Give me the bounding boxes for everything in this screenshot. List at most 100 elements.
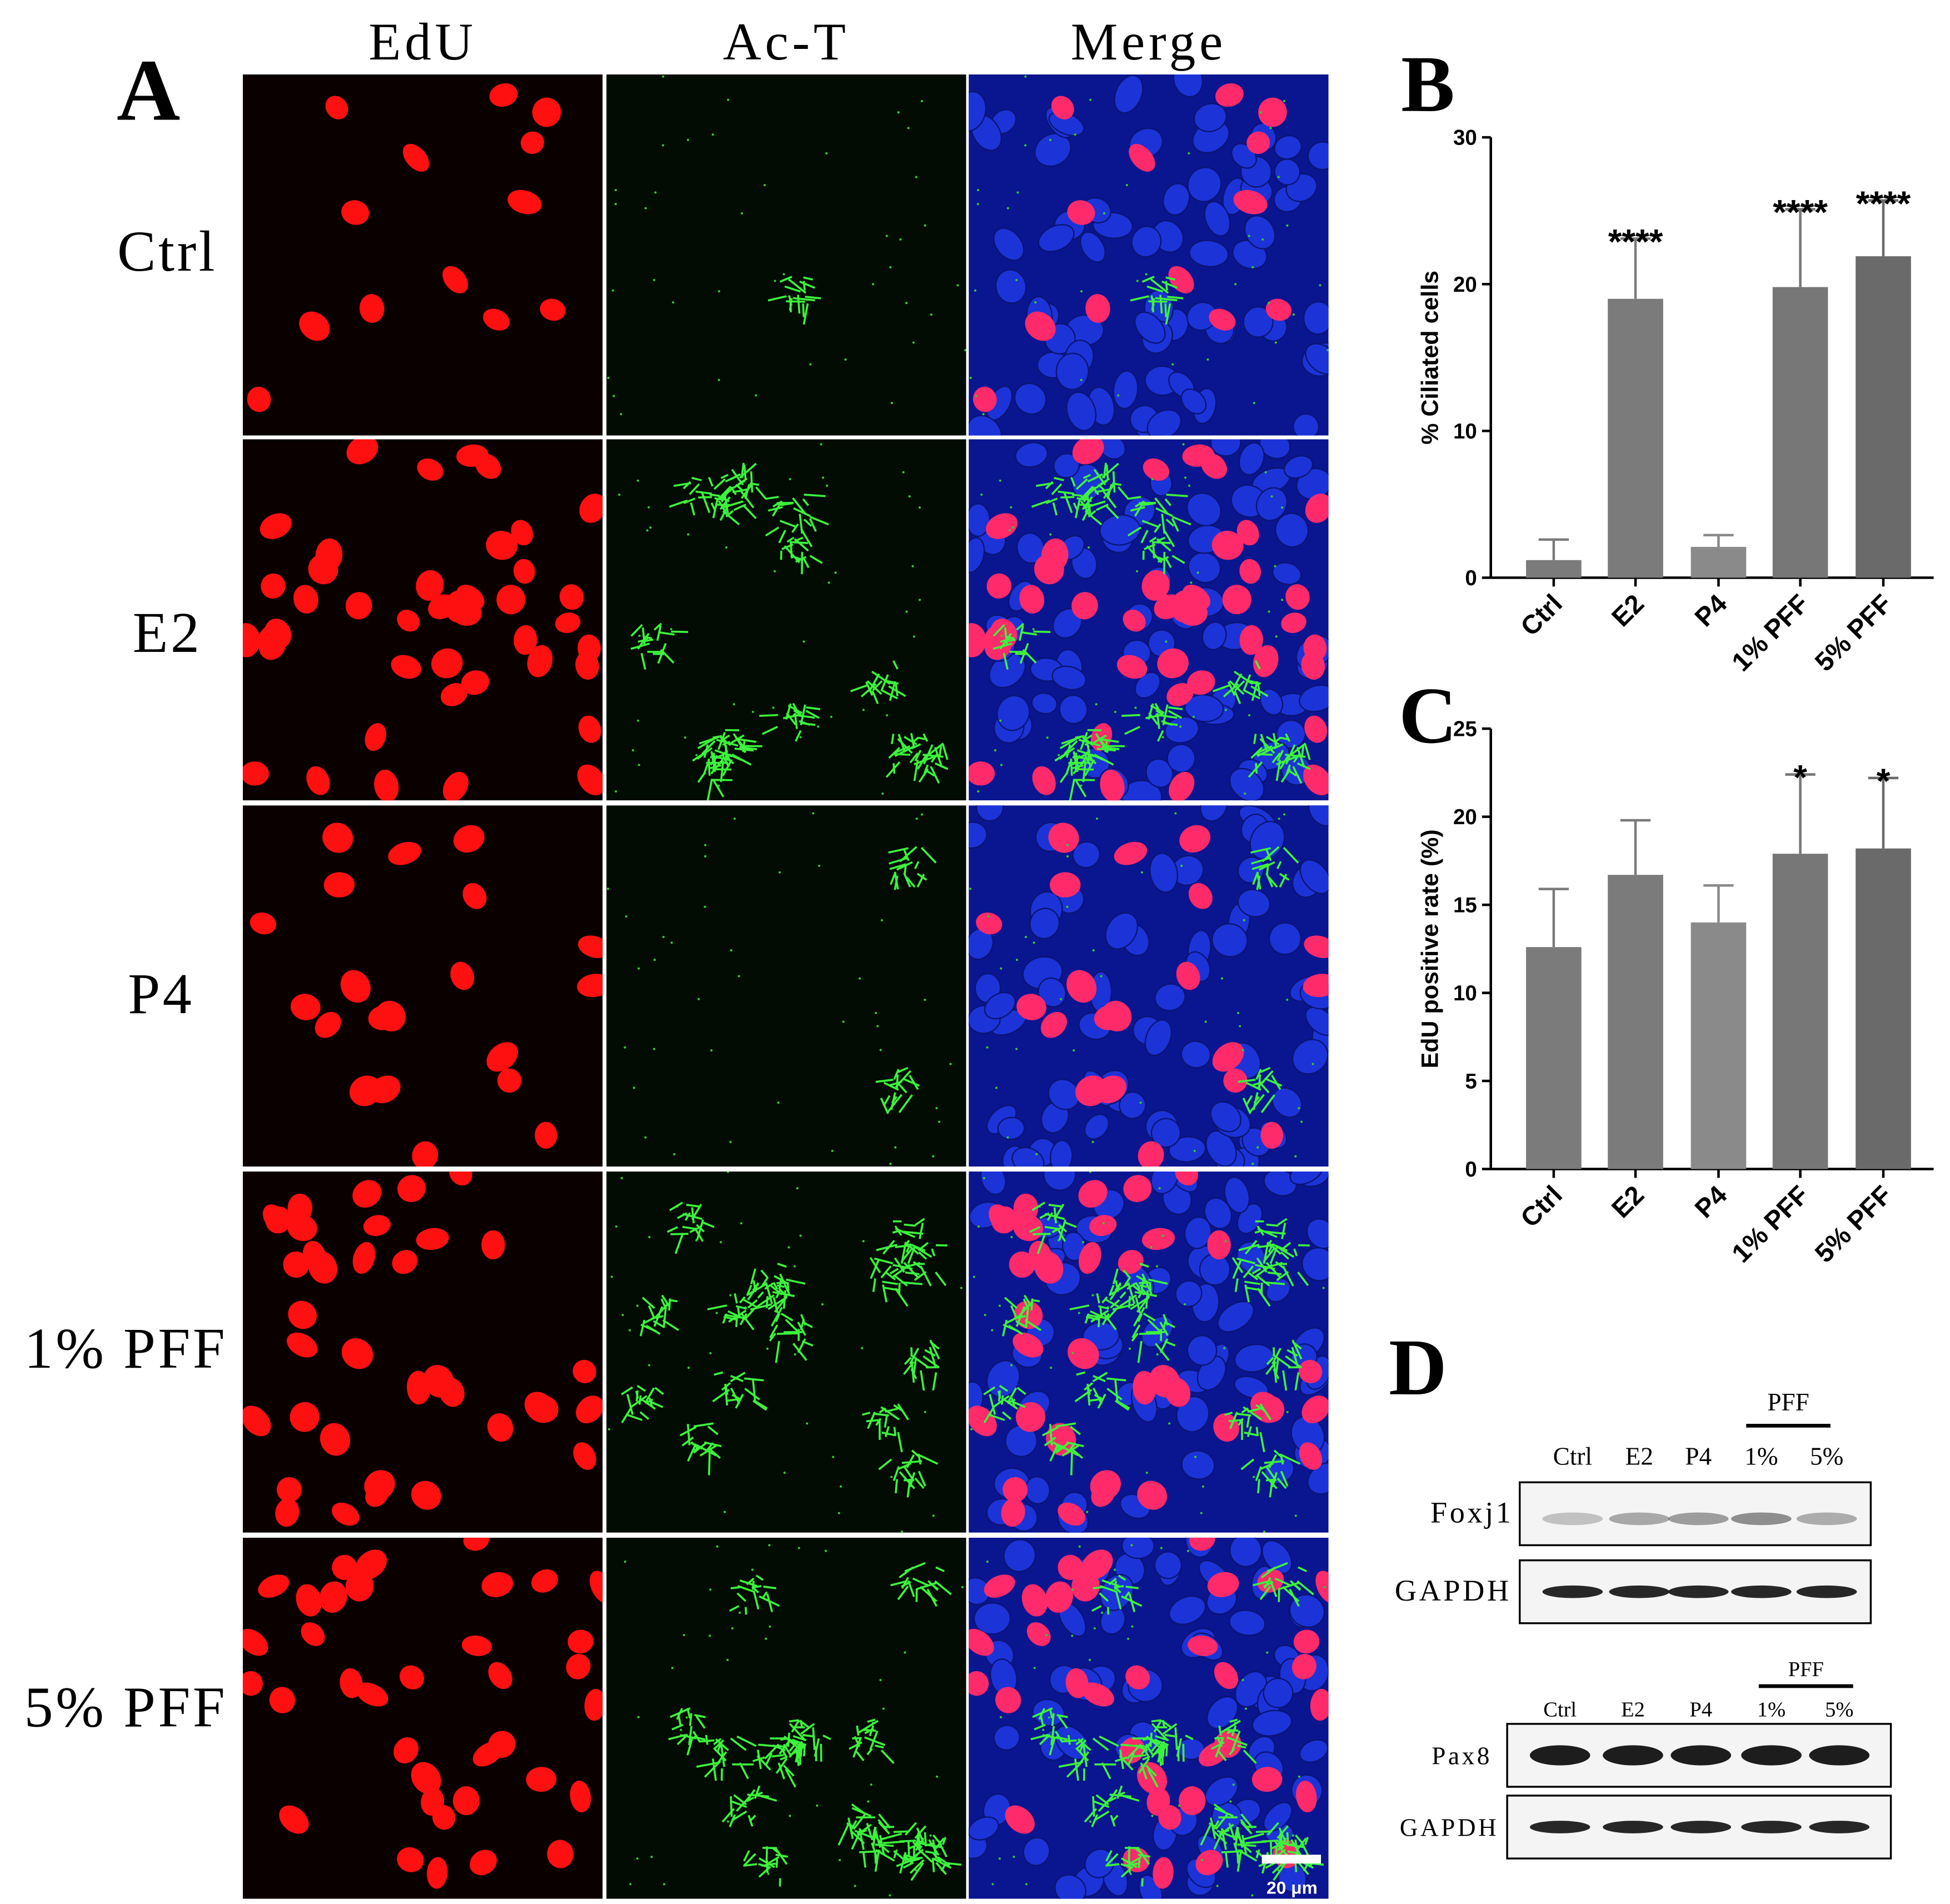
- nucleus: [1200, 805, 1228, 822]
- band: [1529, 1745, 1590, 1766]
- cilium-dot: [991, 1883, 994, 1886]
- cilium-dot: [799, 1234, 802, 1237]
- cilia: [639, 1411, 650, 1420]
- cilium-dot: [1179, 725, 1182, 728]
- cilia: [910, 1368, 917, 1379]
- cilia: [893, 745, 911, 755]
- cilia: [1116, 1785, 1123, 1799]
- micrograph-background: [606, 74, 966, 436]
- cilia: [1257, 1228, 1278, 1238]
- edu-nucleus: [463, 1537, 490, 1551]
- cilium-dot: [1268, 302, 1270, 305]
- cilia: [1029, 1226, 1041, 1233]
- cilia: [778, 1287, 788, 1298]
- cilia: [1237, 1744, 1246, 1749]
- edu-nucleus: [325, 96, 348, 119]
- edu-nucleus: [526, 1767, 557, 1792]
- edu-nucleus: [393, 1737, 419, 1764]
- cilia: [765, 526, 780, 537]
- cilia: [779, 1273, 791, 1295]
- cilium-dot: [905, 610, 908, 613]
- cilia: [1151, 1719, 1161, 1723]
- cilia: [799, 1719, 804, 1728]
- cilia: [662, 1307, 667, 1328]
- cilia: [710, 759, 724, 775]
- cilia: [914, 1825, 927, 1839]
- cilia: [1097, 1393, 1106, 1409]
- cilia: [1069, 779, 1075, 801]
- cilia: [1234, 690, 1241, 704]
- cilia: [686, 1708, 691, 1718]
- cilium-dot: [1253, 402, 1255, 405]
- bar: [1690, 922, 1747, 1169]
- edu-nucleus: [392, 1250, 418, 1274]
- cilium-dot: [1071, 1588, 1074, 1591]
- edu-nucleus: [369, 1075, 401, 1104]
- cilia: [1069, 1425, 1081, 1436]
- cilia: [1234, 680, 1245, 691]
- cilia: [1155, 714, 1178, 719]
- cilia: [1127, 1282, 1136, 1304]
- cilia: [696, 1224, 705, 1233]
- x-tick-label: Ctrl: [1515, 1180, 1568, 1233]
- edu-nucleus: [411, 1762, 441, 1795]
- cilia: [1261, 1566, 1276, 1578]
- cilium-dot: [824, 1549, 827, 1552]
- cilia: [1098, 737, 1119, 743]
- cilium-dot: [1013, 1856, 1015, 1858]
- cilia: [786, 300, 805, 303]
- cilia: [892, 660, 899, 670]
- cilia: [760, 1795, 777, 1802]
- cilia: [875, 1744, 884, 1749]
- cilia: [867, 1412, 876, 1429]
- cilium-dot: [777, 1101, 780, 1104]
- lane-label: 5%: [1810, 1443, 1843, 1471]
- cilia: [932, 1834, 942, 1846]
- cilium-dot: [826, 484, 829, 487]
- cilium-dot: [734, 817, 736, 820]
- cilia: [1150, 295, 1155, 306]
- edu-nucleus: [573, 1442, 596, 1470]
- cilia: [930, 766, 940, 784]
- cilium-dot: [789, 1815, 791, 1817]
- cilia: [1065, 1222, 1077, 1228]
- nucleus: [969, 91, 987, 132]
- cilia: [1058, 1716, 1068, 1729]
- cilia: [878, 1821, 890, 1835]
- nucleus: [1189, 240, 1229, 267]
- nucleus: [1274, 158, 1301, 186]
- cilium-dot: [907, 127, 910, 129]
- cilia: [931, 1248, 936, 1257]
- cilia: [1164, 498, 1172, 506]
- cilia: [898, 1094, 913, 1113]
- edu-nucleus: [279, 1805, 309, 1834]
- y-tick-label: 10: [1453, 420, 1477, 443]
- bar: [1856, 256, 1911, 578]
- cilia: [712, 779, 725, 798]
- cilia: [1154, 497, 1169, 515]
- nucleus: [1003, 1539, 1036, 1572]
- cilium-dot: [999, 479, 1001, 482]
- cilia: [1165, 281, 1168, 291]
- cilium-dot: [636, 479, 639, 482]
- edu-nucleus: [322, 823, 353, 853]
- cilia: [1148, 703, 1154, 720]
- cilia: [914, 861, 920, 869]
- cilium-dot: [704, 905, 706, 908]
- edu-nucleus: [590, 1571, 603, 1604]
- nucleus: [969, 537, 985, 574]
- cilium-dot: [870, 1783, 872, 1786]
- cilium-dot: [649, 526, 652, 529]
- edu-nucleus: [258, 1574, 290, 1598]
- cilia: [895, 683, 899, 696]
- cilia: [695, 490, 712, 495]
- micrograph: [242, 1172, 603, 1533]
- cilia: [1214, 1807, 1234, 1817]
- cilia: [1245, 1840, 1267, 1845]
- nucleus: [1080, 231, 1106, 263]
- cilia: [1101, 490, 1117, 509]
- edu-nucleus: [1015, 1402, 1046, 1432]
- nucleus: [1211, 923, 1248, 958]
- cilium-dot: [834, 571, 837, 574]
- cilia: [993, 642, 1013, 650]
